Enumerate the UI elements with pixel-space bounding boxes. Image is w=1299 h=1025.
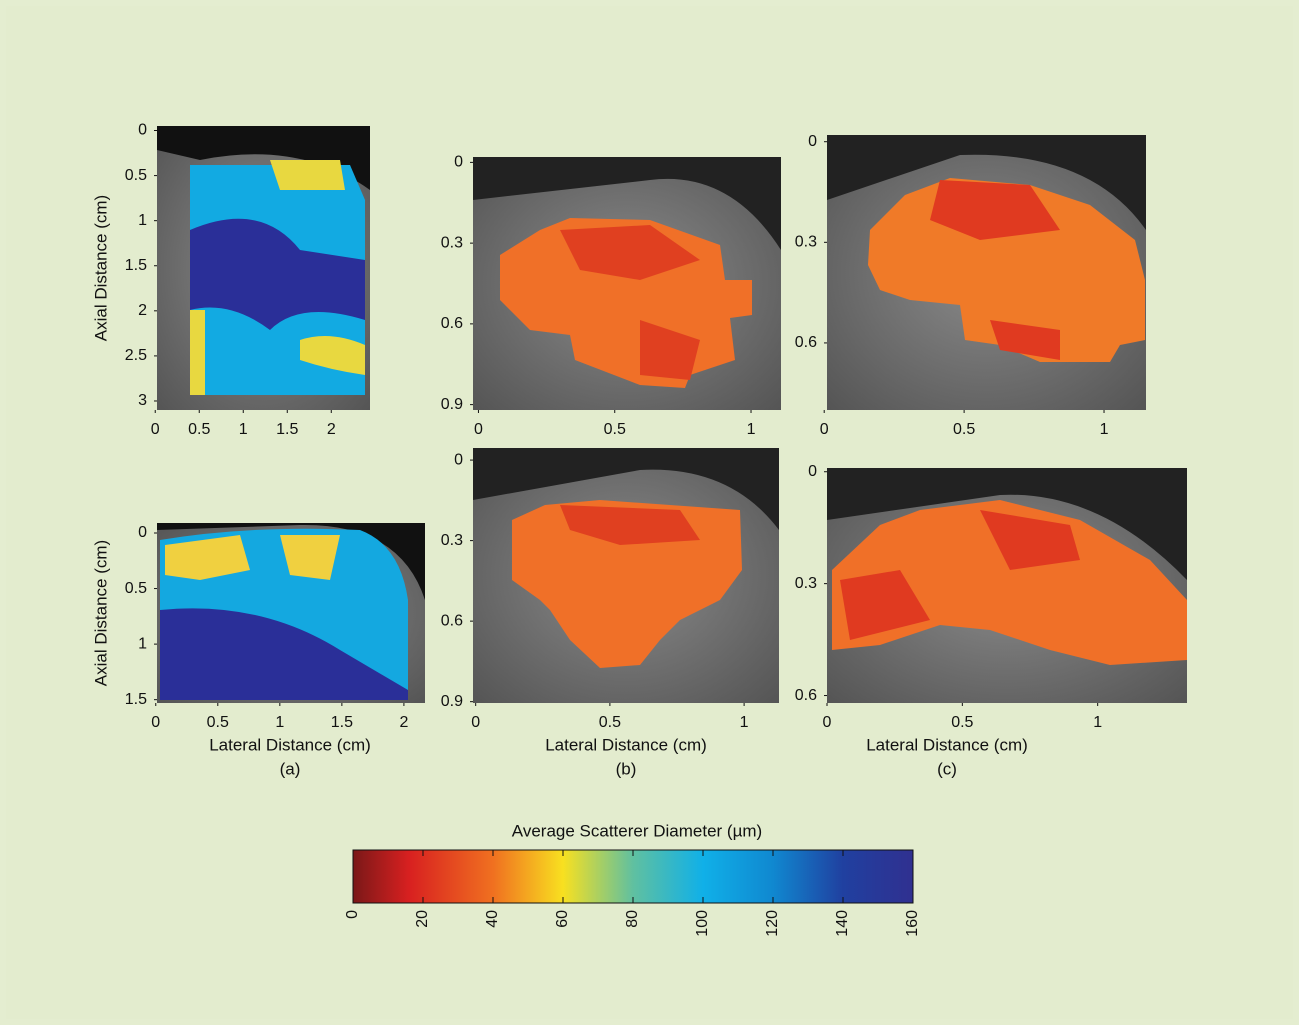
x-tick-label: 1 xyxy=(740,714,749,731)
x-tick-label: 0 xyxy=(820,421,829,438)
y-tick-label: 0.6 xyxy=(441,315,463,332)
x-tick-label: 0.5 xyxy=(604,421,626,438)
x-axis-label: Lateral Distance (cm) xyxy=(209,735,371,754)
y-tick-label: 0 xyxy=(138,524,147,541)
y-tick-label: 0.3 xyxy=(795,234,817,251)
y-tick-label: 0.3 xyxy=(441,234,463,251)
y-tick-label: 2.5 xyxy=(125,347,147,364)
colorbar-tick-label: 40 xyxy=(484,910,501,928)
x-axis-label: Lateral Distance (cm) xyxy=(545,735,707,754)
x-tick-label: 1 xyxy=(747,421,756,438)
y-axis-label: Axial Distance (cm) xyxy=(91,195,110,341)
x-tick-label: 0 xyxy=(151,421,160,438)
y-tick-label: 0 xyxy=(808,133,817,150)
x-axis-label: Lateral Distance (cm) xyxy=(866,735,1028,754)
x-tick-label: 1 xyxy=(1100,421,1109,438)
y-tick-label: 1.5 xyxy=(125,691,147,708)
caption: (a) xyxy=(280,759,301,778)
colorbar-tick-label: 0 xyxy=(344,910,361,919)
x-tick-label: 0.5 xyxy=(207,714,229,731)
colorbar xyxy=(353,850,913,903)
y-tick-label: 0 xyxy=(454,451,463,468)
x-tick-label: 1 xyxy=(1093,714,1102,731)
y-tick-label: 0.9 xyxy=(441,693,463,710)
y-tick-label: 0 xyxy=(808,463,817,480)
y-tick-label: 0 xyxy=(454,154,463,171)
colorbar-tick-label: 120 xyxy=(764,910,781,937)
y-tick-label: 0.6 xyxy=(441,612,463,629)
x-tick-label: 0.5 xyxy=(599,714,621,731)
x-tick-label: 1 xyxy=(275,714,284,731)
x-tick-label: 0.5 xyxy=(953,421,975,438)
caption: (b) xyxy=(616,759,637,778)
x-tick-label: 0.5 xyxy=(188,421,210,438)
y-tick-label: 1 xyxy=(138,212,147,229)
y-tick-label: 0.5 xyxy=(125,167,147,184)
x-tick-label: 0 xyxy=(471,714,480,731)
colorbar-tick-label: 20 xyxy=(414,910,431,928)
y-tick-label: 0.6 xyxy=(795,334,817,351)
y-tick-label: 0.5 xyxy=(125,580,147,597)
x-tick-label: 2 xyxy=(327,421,336,438)
colorbar-tick-label: 160 xyxy=(904,910,921,937)
x-tick-label: 1.5 xyxy=(276,421,298,438)
colorbar-tick-label: 100 xyxy=(694,910,711,937)
x-tick-label: 0.5 xyxy=(951,714,973,731)
x-tick-label: 0 xyxy=(151,714,160,731)
y-tick-label: 0.3 xyxy=(795,575,817,592)
y-axis-label: Axial Distance (cm) xyxy=(91,540,110,686)
x-tick-label: 0 xyxy=(823,714,832,731)
y-tick-label: 1.5 xyxy=(125,257,147,274)
y-tick-label: 2 xyxy=(138,302,147,319)
y-tick-label: 0 xyxy=(138,122,147,139)
x-tick-label: 1 xyxy=(239,421,248,438)
figure: Average Scatterer Diameter (µm) 0 0.5 1 1.5… xyxy=(0,0,1299,1025)
colorbar-label: Average Scatterer Diameter (µm) xyxy=(512,821,762,840)
x-tick-label: 0 xyxy=(474,421,483,438)
colorbar-tick-label: 80 xyxy=(624,910,641,928)
x-tick-label: 2 xyxy=(399,714,408,731)
y-tick-label: 1 xyxy=(138,635,147,652)
y-tick-label: 0.3 xyxy=(441,532,463,549)
y-tick-label: 3 xyxy=(138,392,147,409)
y-tick-label: 0.9 xyxy=(441,396,463,413)
colorbar-tick-label: 60 xyxy=(554,910,571,928)
colorbar-tick-label: 140 xyxy=(834,910,851,937)
caption: (c) xyxy=(937,759,957,778)
y-tick-label: 0.6 xyxy=(795,687,817,704)
x-tick-label: 1.5 xyxy=(331,714,353,731)
